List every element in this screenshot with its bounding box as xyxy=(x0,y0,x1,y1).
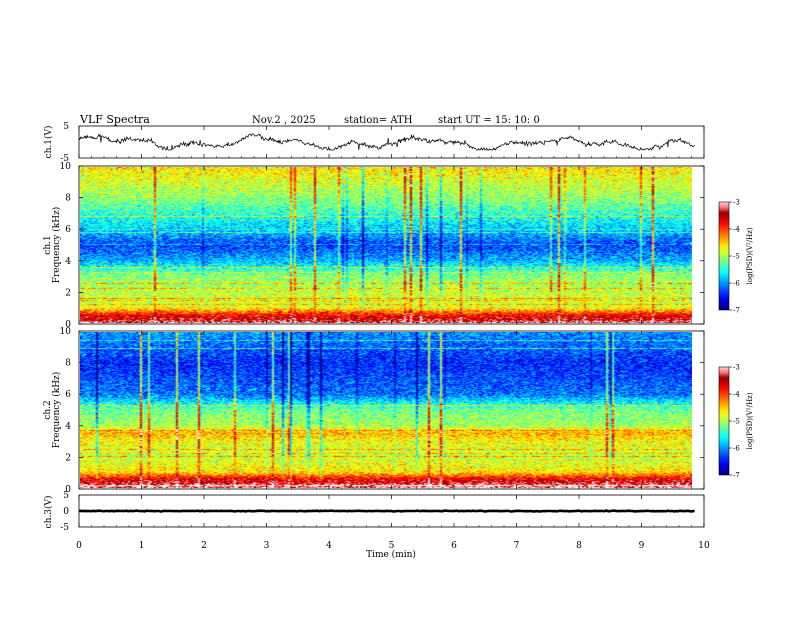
ch3-waveform-line xyxy=(78,509,695,513)
colorbar-tick-label: -4 xyxy=(733,391,740,399)
spectrogram-ytick-label: 10 xyxy=(60,162,72,172)
colorbar-tick-label: -4 xyxy=(733,226,740,234)
ch1-colorbar-bar xyxy=(718,201,730,311)
ch1-waveform-panel: 5 -5 ch.1(V) xyxy=(43,122,705,164)
ch2-colorbar-ticks: -3 -4 -5 -6 -7 xyxy=(729,364,740,480)
ch2-colorbar: -3 -4 -5 -6 -7 log(PSD)(V²/Hz) xyxy=(718,364,754,480)
ch2-spectrogram-image xyxy=(80,332,692,488)
ch3-ylabel: ch.3(V) xyxy=(43,496,54,529)
time-tick-label: 3 xyxy=(264,541,270,551)
ch2-colorbar-bar xyxy=(718,366,730,476)
spectrogram-ytick-label: 6 xyxy=(65,225,71,235)
ch1-ylabel: ch.1(V) xyxy=(43,126,54,159)
time-axis-label: Time (min) xyxy=(366,549,416,560)
spectrogram-ytick-label: 4 xyxy=(65,257,71,267)
figure-title: VLF Spectra xyxy=(79,113,150,126)
ch1-spectrogram-panel: 0 2 4 6 8 10 ch.1 Frequency (kHz) xyxy=(43,162,705,330)
time-tick-label: 7 xyxy=(514,541,520,551)
ch1-ytick-bottom: -5 xyxy=(60,154,69,164)
colorbar-tick-label: -3 xyxy=(733,364,740,372)
time-tick-label: 6 xyxy=(451,541,457,551)
time-tick-label: 5 xyxy=(389,541,395,551)
time-tick-label: 2 xyxy=(201,541,207,551)
colorbar-tick-label: -6 xyxy=(733,280,740,288)
ch1-spectrogram-yticks: 0 2 4 6 8 10 xyxy=(60,162,704,330)
ch1-colorbar: -3 -4 -5 -6 -7 log(PSD)(V²/Hz) xyxy=(718,199,754,315)
spectrogram-ytick-label: 6 xyxy=(65,390,71,400)
spectrogram-ytick-label: 8 xyxy=(65,194,71,204)
spectrogram-ytick-label: 0 xyxy=(65,320,71,330)
ch3-ytick-top: 5 xyxy=(63,491,69,501)
station-label: station= ATH xyxy=(344,115,413,126)
colorbar-tick-label: -5 xyxy=(733,253,740,261)
spectrogram-ytick-label: 4 xyxy=(65,422,71,432)
start-time-label: start UT = 15: 10: 0 xyxy=(438,115,540,126)
ch1-waveform-line xyxy=(78,133,695,151)
ch1-spectrogram-ylabel-line1: ch.1 xyxy=(43,235,53,254)
time-tick-label: 4 xyxy=(326,541,332,551)
spectrogram-ytick-label: 0 xyxy=(65,485,71,495)
ch1-spectrogram-image xyxy=(80,167,692,323)
ch1-ytick-top: 5 xyxy=(63,122,69,132)
colorbar-tick-label: -5 xyxy=(733,418,740,426)
ch2-spectrogram-panel: 0 2 4 6 8 10 ch.2 Frequency (kHz) xyxy=(43,327,705,495)
ch2-spectrogram-ylabel-line2: Frequency (kHz) xyxy=(51,372,62,449)
ch1-waveform-frame xyxy=(78,125,705,159)
spectrogram-ytick-label: 2 xyxy=(65,288,71,298)
date-label: Nov.2 , 2025 xyxy=(252,115,316,126)
time-tick-label: 9 xyxy=(639,541,645,551)
spectrogram-ytick-label: 8 xyxy=(65,359,71,369)
ch1-colorbar-ticks: -3 -4 -5 -6 -7 xyxy=(729,199,740,315)
colorbar-tick-label: -7 xyxy=(733,472,740,480)
colorbar-tick-label: -3 xyxy=(733,199,740,207)
time-tick-label: 1 xyxy=(139,541,145,551)
colorbar-tick-label: -7 xyxy=(733,307,740,315)
ch2-colorbar-label: log(PSD)(V²/Hz) xyxy=(746,392,754,449)
spectrogram-ytick-label: 2 xyxy=(65,453,71,463)
ch3-ytick-mid: 0 xyxy=(63,507,69,517)
time-tick-label: 8 xyxy=(576,541,582,551)
ch3-waveform-panel: 5 0 -5 ch.3(V) xyxy=(43,491,705,533)
time-tick-label: 0 xyxy=(76,541,82,551)
colorbar-tick-label: -6 xyxy=(733,445,740,453)
ch1-spectrogram-ylabel-line2: Frequency (kHz) xyxy=(51,207,62,284)
spectrogram-ytick-label: 10 xyxy=(60,327,72,337)
time-tick-label: 10 xyxy=(698,541,710,551)
ch1-colorbar-label: log(PSD)(V²/Hz) xyxy=(746,227,754,284)
ch3-ytick-bottom: -5 xyxy=(60,523,69,533)
ch2-spectrogram-yticks: 0 2 4 6 8 10 xyxy=(60,327,704,495)
ch2-spectrogram-ylabel-line1: ch.2 xyxy=(43,400,53,419)
time-axis-ticks: 0 1 2 3 4 5 6 7 8 9 10 xyxy=(76,126,710,551)
